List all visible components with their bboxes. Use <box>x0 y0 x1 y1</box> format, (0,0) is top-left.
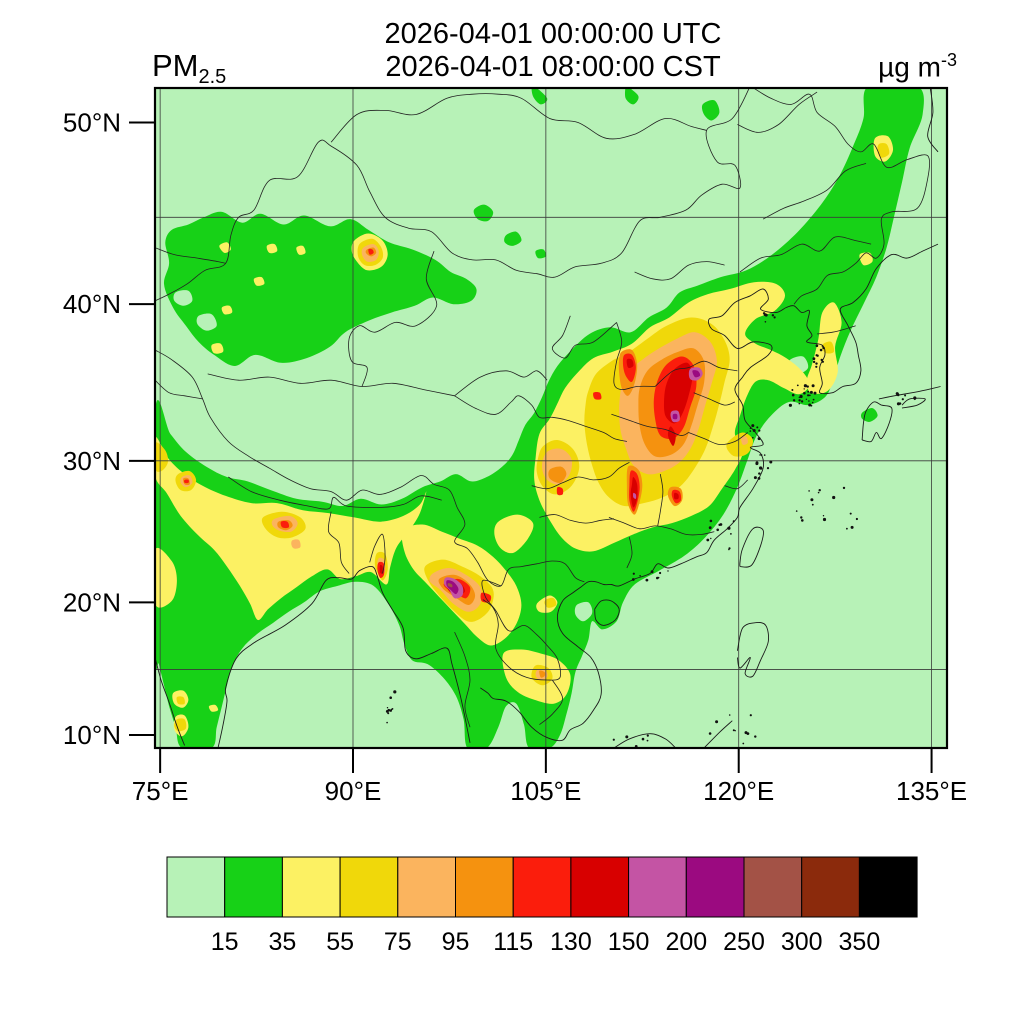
colorbar-label: 15 <box>211 928 239 956</box>
colorbar-cell <box>570 856 630 918</box>
colorbar-cell <box>858 856 918 918</box>
lon-tick-label: 75°E <box>132 776 189 806</box>
contour-bg-islands <box>173 290 809 622</box>
colorbar-label: 75 <box>384 928 412 956</box>
variable-label: PM2.5 <box>152 48 226 89</box>
units-main: µg m <box>878 51 941 83</box>
units-label: µg m-3 <box>735 50 957 83</box>
variable-main: PM <box>152 48 199 83</box>
colorbar-label: 55 <box>326 928 354 956</box>
graticule <box>155 88 947 748</box>
map-area <box>155 88 947 748</box>
lat-tick-label: 20°N <box>63 587 121 617</box>
colorbar-cell <box>166 856 226 918</box>
title-cst: 2026-04-01 08:00:00 CST <box>385 51 721 83</box>
map-frame <box>153 86 949 750</box>
lat-tick-label: 30°N <box>63 446 121 476</box>
colorbar-cell <box>743 856 803 918</box>
lon-tick-label: 135°E <box>896 776 967 806</box>
colorbar-cell <box>512 856 572 918</box>
lat-tick-label: 50°N <box>63 107 121 137</box>
colorbar: 15 35 55 75 95 115 130 150 200 250 300 350 <box>166 856 918 956</box>
colorbar-cell <box>224 856 283 918</box>
colorbar-cell <box>281 856 341 918</box>
colorbar-label: 115 <box>493 928 533 956</box>
units-exponent: -3 <box>940 50 957 70</box>
axes: 50°N 40°N 30°N 20°N 10°N 75°E 90°E 105°E 120°E 13… <box>63 107 967 806</box>
colorbar-label: 200 <box>665 928 707 956</box>
colorbar-label: 300 <box>781 928 823 956</box>
colorbar-label: 95 <box>442 928 470 956</box>
colorbar-cell <box>801 856 860 918</box>
lat-tick-label: 10°N <box>63 720 121 750</box>
lat-tick-label: 40°N <box>63 289 121 319</box>
lon-tick-label: 90°E <box>325 776 382 806</box>
colorbar-label: 250 <box>723 928 765 956</box>
country-province-borders <box>155 88 931 728</box>
colorbar-cell <box>397 856 456 918</box>
colorbar-label: 350 <box>839 928 881 956</box>
variable-subscript: 2.5 <box>198 66 227 89</box>
colorbar-label: 35 <box>268 928 296 956</box>
contour-level-250 <box>447 583 453 588</box>
title-utc: 2026-04-01 00:00:00 UTC <box>384 18 722 50</box>
title-block: 2026-04-01 00:00:00 UTC 2026-04-01 08:00… <box>153 18 953 84</box>
colorbar-label: 130 <box>550 928 592 956</box>
island-speckles <box>385 312 917 748</box>
colorbar-label: 150 <box>608 928 650 956</box>
colorbar-cell <box>455 856 514 918</box>
coastlines <box>155 88 941 748</box>
colorbar-cell <box>339 856 399 918</box>
lon-tick-label: 120°E <box>703 776 774 806</box>
lon-tick-label: 105°E <box>510 776 581 806</box>
colorbar-cell <box>685 856 745 918</box>
colorbar-cell <box>628 856 687 918</box>
